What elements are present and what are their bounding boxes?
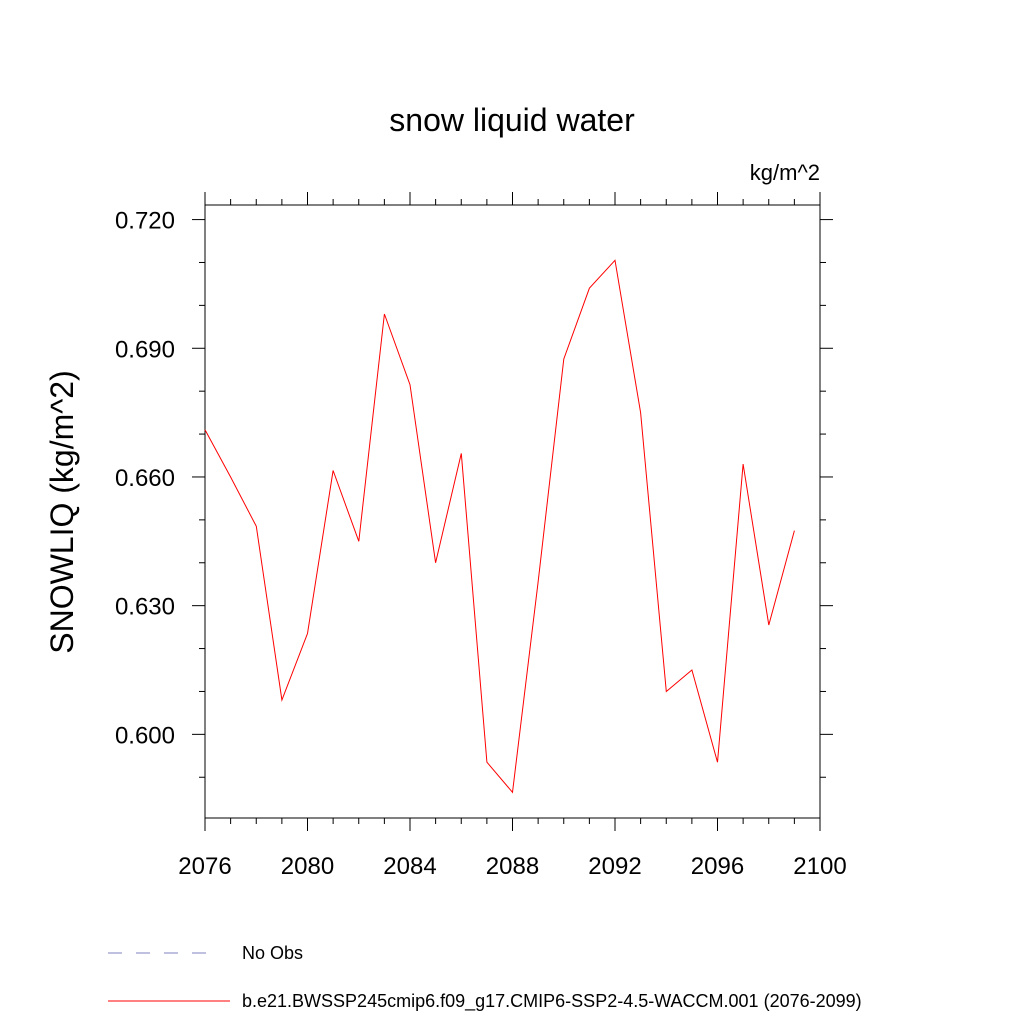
legend-label-model: b.e21.BWSSP245cmip6.f09_g17.CMIP6-SSP2-4… — [242, 991, 862, 1012]
chart-title: snow liquid water — [389, 102, 635, 138]
series-group — [204, 259, 795, 794]
legend-label-no-obs: No Obs — [242, 943, 303, 963]
x-tick-label: 2092 — [588, 853, 641, 880]
y-tick-label: 0.690 — [115, 336, 175, 363]
x-tick-label: 2080 — [281, 853, 334, 880]
plot-frame — [204, 204, 821, 819]
units-label: kg/m^2 — [750, 160, 820, 185]
legend: No Obs b.e21.BWSSP245cmip6.f09_g17.CMIP6… — [108, 943, 862, 1012]
x-tick-label: 2096 — [691, 853, 744, 880]
y-tick-label: 0.630 — [115, 594, 175, 621]
x-tick-label: 2084 — [383, 853, 436, 880]
y-tick-labels: 0.600 0.630 0.660 0.690 0.720 — [115, 208, 175, 750]
y-tick-label: 0.660 — [115, 465, 175, 492]
x-tick-label: 2076 — [178, 853, 231, 880]
x-tick-labels: 2076 2080 2084 2088 2092 2096 2100 — [178, 853, 846, 880]
axis-ticks — [192, 192, 833, 831]
y-tick-label: 0.720 — [115, 208, 175, 235]
x-tick-label: 2088 — [486, 853, 539, 880]
x-tick-label: 2100 — [793, 853, 846, 880]
series-line — [204, 259, 795, 794]
y-tick-label: 0.600 — [115, 722, 175, 749]
y-axis-label: SNOWLIQ (kg/m^2) — [44, 370, 80, 653]
